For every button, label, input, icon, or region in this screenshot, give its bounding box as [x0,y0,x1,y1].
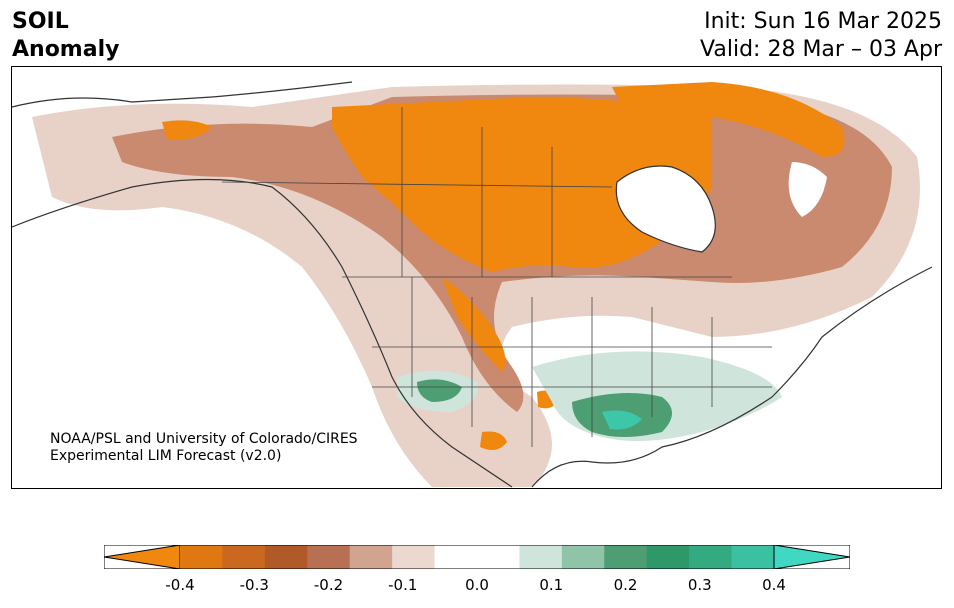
colorbar-segment [731,545,775,569]
colorbar-segment [689,545,733,569]
colorbar-segment [519,545,563,569]
colorbar-right-arrow [773,545,850,569]
hudson-bay [616,162,827,252]
colorbar-tick-label: -0.1 [388,576,418,594]
colorbar-tick-label: 0.0 [465,576,489,594]
dry-strong-region [162,82,845,451]
map-title: SOIL Anomaly [12,8,119,64]
credit-line-2: Experimental LIM Forecast (v2.0) [50,448,282,464]
political-borders [221,107,772,447]
colorbar-tick-label: 0.1 [539,576,564,594]
colorbar-tick-label: -0.4 [165,576,195,594]
colorbar-tick-label: 0.3 [687,576,712,594]
credit-text: NOAA/PSL and University of Colorado/CIRE… [50,431,358,465]
colorbar-segments [104,545,850,569]
colorbar-segment [646,545,690,569]
colorbar-tick-label: 0.4 [762,576,786,594]
map-canvas [12,81,933,488]
colorbar-segment [307,545,351,569]
colorbar-segment [392,545,436,569]
colorbar-segment [264,545,308,569]
colorbar-tick-label: -0.3 [239,576,269,594]
init-date: Init: Sun 16 Mar 2025 [704,9,942,34]
title-line-1: SOIL [12,9,69,34]
colorbar-segment [477,545,520,569]
colorbar-segment [180,545,223,569]
coastlines [12,81,933,488]
colorbar-tick-label: -0.2 [313,576,344,594]
anomaly-map: NOAA/PSL and University of Colorado/CIRE… [11,66,942,489]
wet-strong-region [602,410,642,430]
colorbar [104,545,850,569]
colorbar-segment [349,545,393,569]
colorbar-segment [434,545,478,569]
colorbar-segment [604,545,648,569]
colorbar-segment [222,545,266,569]
colorbar-tick-label: 0.2 [613,576,638,594]
forecast-dates: Init: Sun 16 Mar 2025 Valid: 28 Mar – 03… [700,8,942,64]
colorbar-segment [561,545,605,569]
valid-date: Valid: 28 Mar – 03 Apr [700,37,942,62]
title-line-2: Anomaly [12,37,120,62]
colorbar-left-arrow [104,545,181,569]
credit-line-1: NOAA/PSL and University of Colorado/CIRE… [50,431,358,447]
